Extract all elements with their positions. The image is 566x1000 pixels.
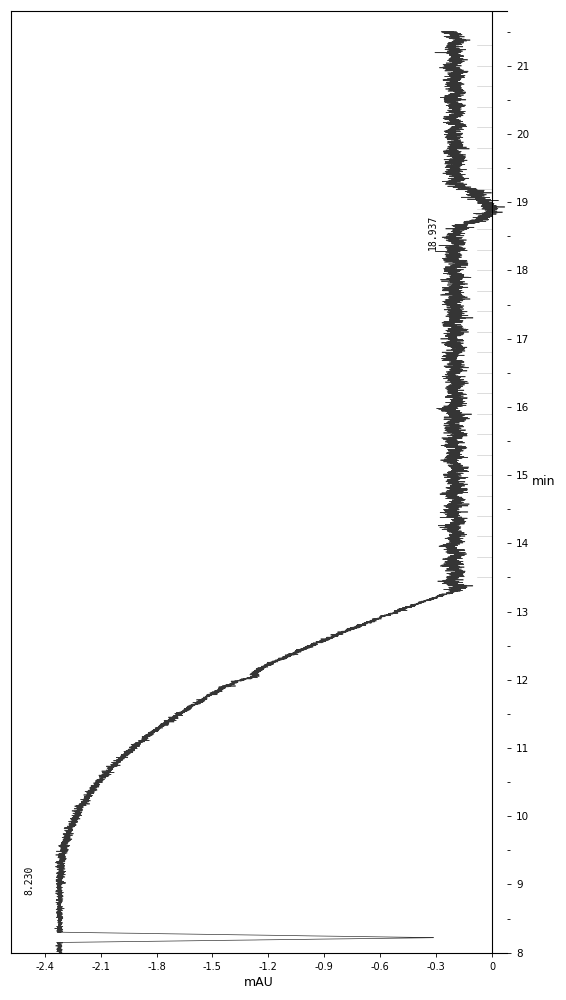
Text: 18.937: 18.937 [427,215,438,250]
Text: 8.230: 8.230 [25,865,35,895]
Y-axis label: min: min [531,475,555,488]
X-axis label: mAU: mAU [244,976,274,989]
